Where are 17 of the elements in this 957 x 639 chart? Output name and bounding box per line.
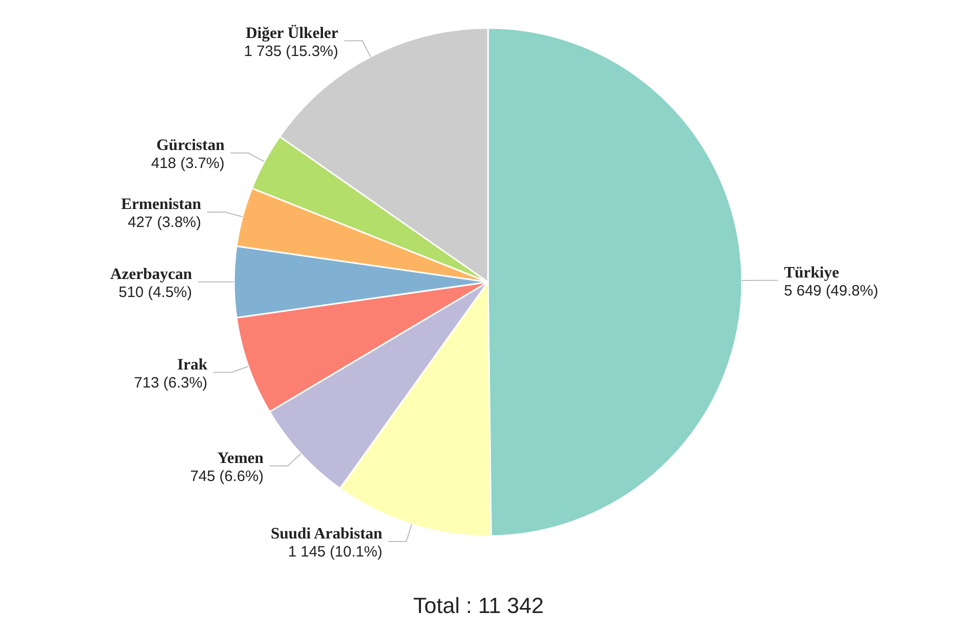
data-label: 1 145 (10.1%) xyxy=(288,543,382,560)
slice-label: Ermenistan xyxy=(121,196,202,214)
slice-label: Diğer Ülkeler xyxy=(246,24,338,42)
data-label: 418 (3.7%) xyxy=(151,155,225,172)
slice-label: Suudi Arabistan xyxy=(270,525,382,542)
text: Total : 11 342 xyxy=(412,593,545,619)
slice-label: Gürcistan xyxy=(156,137,225,154)
slice-label: Yemen xyxy=(217,450,264,467)
data-label: 745 (6.6%) xyxy=(190,468,264,485)
slice-label: Türkiye xyxy=(784,264,840,282)
data-label: 5 649 (49.8%) xyxy=(784,282,878,300)
data-label: 510 (4.5%) xyxy=(118,284,192,301)
slice-label: Irak xyxy=(177,356,208,374)
data-label: 427 (3.8%) xyxy=(128,214,202,232)
data-label: 713 (6.3%) xyxy=(134,374,208,392)
slice-label: Azerbaycan xyxy=(110,266,192,283)
data-label: 1 735 (15.3%) xyxy=(244,42,338,60)
